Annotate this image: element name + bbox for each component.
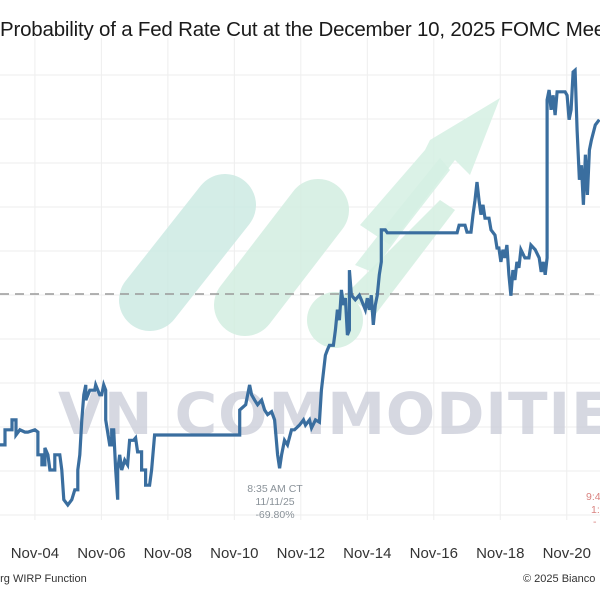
series-line <box>0 66 600 508</box>
copyright-note: © 2025 Bianco <box>523 573 596 585</box>
x-tick-label: Nov-18 <box>476 545 524 562</box>
annotation-time: 8:35 AM CT <box>247 483 303 495</box>
annotation-date: 11/11/25 <box>255 496 294 508</box>
x-tick-label: Nov-10 <box>210 545 258 562</box>
x-tick-label: Nov-06 <box>77 545 125 562</box>
x-tick-label: Nov-08 <box>144 545 192 562</box>
annotation-high-point: 9:4 1: - <box>586 491 600 528</box>
annotation-value: -69.80% <box>255 509 294 521</box>
x-tick-label: Nov-12 <box>277 545 325 562</box>
watermark: VN COMMODITIES <box>58 98 600 448</box>
annotation-value-red: - <box>593 516 597 528</box>
watermark-text: VN COMMODITIES <box>58 380 600 448</box>
x-tick-label: Nov-16 <box>410 545 458 562</box>
x-axis-ticks: Nov-04 Nov-06 Nov-08 Nov-10 Nov-12 Nov-14 Nov-… <box>11 545 591 562</box>
rising-arrow-logo-icon <box>119 98 500 348</box>
annotation-low-point: 8:35 AM CT 11/11/25 -69.80% <box>247 483 303 521</box>
source-note: erg WIRP Function <box>0 573 87 585</box>
x-tick-label: Nov-14 <box>343 545 391 562</box>
annotation-time-red: 9:4 <box>586 491 600 503</box>
annotation-date-red: 1: <box>591 504 600 516</box>
chart-title: Probability of a Fed Rate Cut at the Dec… <box>0 18 600 41</box>
x-tick-label: Nov-20 <box>543 545 591 562</box>
x-tick-label: Nov-04 <box>11 545 59 562</box>
